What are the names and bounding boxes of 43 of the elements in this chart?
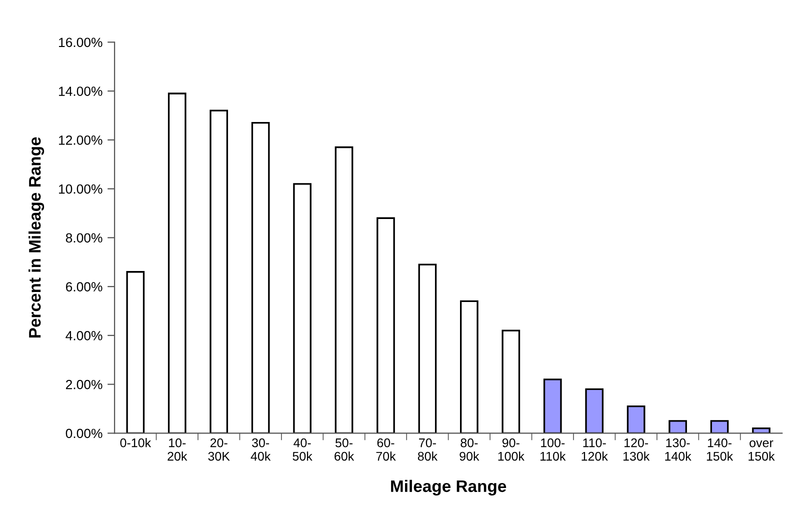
y-tick-label: 16.00% <box>59 38 102 48</box>
x-tick-label: 90- 100k <box>498 438 524 461</box>
x-tick-label: 130- 140k <box>665 438 692 461</box>
x-tick-label: 60- 70k <box>376 438 396 461</box>
x-tick-label: 80- 90k <box>460 438 480 461</box>
bar <box>251 122 270 434</box>
x-tick-label: 110- 120k <box>582 438 608 461</box>
y-tick-label: 10.00% <box>59 184 102 194</box>
bar <box>626 405 646 434</box>
bar <box>585 388 604 434</box>
y-tick-label: 2.00% <box>66 380 102 390</box>
x-tick-label: over 150k <box>748 440 775 461</box>
bar <box>376 217 395 434</box>
bar <box>418 264 437 434</box>
bar <box>168 92 186 434</box>
x-axis-title: Mileage Range <box>391 480 506 496</box>
x-tick-label: 10- 20k <box>168 438 188 461</box>
x-tick-label: 120- 130k <box>623 438 650 461</box>
bar <box>460 300 478 434</box>
bar <box>210 110 228 434</box>
bar <box>752 427 770 434</box>
y-tick-label: 0.00% <box>66 428 102 438</box>
bar <box>293 183 312 434</box>
x-tick-label: 30- 40k <box>250 438 271 461</box>
y-axis-title: Percent in Mileage Range <box>28 137 44 338</box>
y-tick-label: 6.00% <box>66 282 102 292</box>
x-tick-label: 140- 150k <box>706 438 734 461</box>
x-tick-label: 20- 30K <box>208 438 230 461</box>
x-tick-label: 40- 50k <box>292 438 312 461</box>
x-tick-label: 50- 60k <box>334 438 354 461</box>
bar <box>334 146 354 434</box>
x-tick-label: 70- 80k <box>418 438 438 461</box>
bar <box>502 330 520 434</box>
bar <box>668 420 687 434</box>
bar <box>126 271 145 434</box>
y-tick-label: 14.00% <box>59 86 102 96</box>
y-tick-label: 8.00% <box>66 233 102 243</box>
x-tick-label: 100- 110k <box>540 438 566 461</box>
bar <box>543 378 562 434</box>
y-tick-label: 12.00% <box>59 135 102 145</box>
y-tick-label: 4.00% <box>66 331 102 340</box>
x-tick-label: 0-10k <box>120 438 152 448</box>
bar <box>710 420 729 434</box>
